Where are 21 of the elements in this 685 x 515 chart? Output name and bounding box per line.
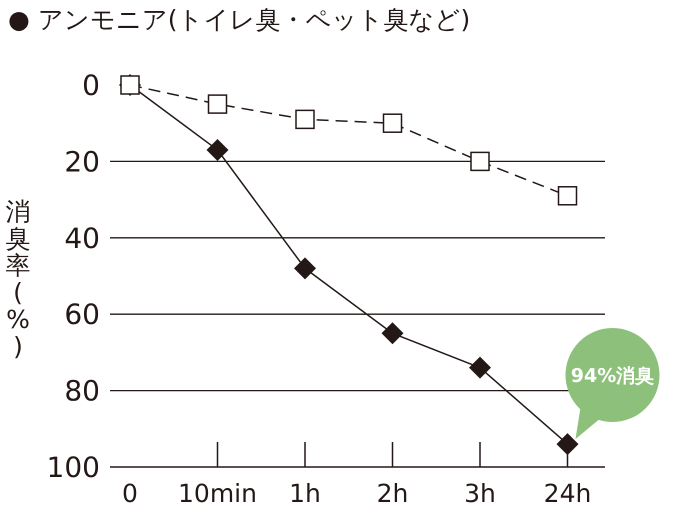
x-tick-label: 10min [178,479,257,508]
y-tick-label: 80 [64,374,100,408]
x-tick-label: 3h [464,479,496,508]
y-tick-label: 20 [64,145,100,178]
annotation: 94%消臭 [566,328,660,439]
point [294,257,316,280]
y-tick-label: 100 [46,451,100,484]
point [556,433,578,456]
point [206,138,228,161]
point [382,322,404,344]
y-tick-label: 60 [64,298,100,332]
point [469,356,491,379]
annotation: 94%消臭 [570,365,654,387]
x-tick-label: 2h [376,479,408,508]
chart-title: ● アンモニア(トイレ臭・ペット臭など) [8,5,470,34]
x-tick-label: 1h [289,479,321,508]
x-tick-label: 24h [544,479,592,508]
ylabel: 消臭率(%) [6,197,30,361]
y-tick-label: 0 [82,69,100,102]
y-tick-label: 40 [64,222,100,255]
x-tick-label: 0 [122,479,138,508]
